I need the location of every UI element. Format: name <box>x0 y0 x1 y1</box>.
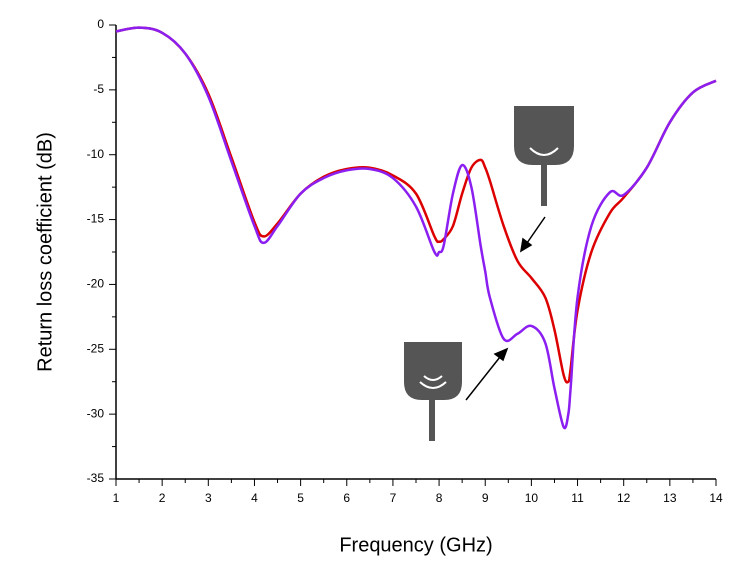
y-tick-label: -5 <box>93 82 104 96</box>
series-line <box>115 26 717 384</box>
y-tick-label: -15 <box>87 212 105 226</box>
x-tick-label: 8 <box>436 491 443 505</box>
x-tick-label: 1 <box>113 491 120 505</box>
x-tick-label: 5 <box>297 491 304 505</box>
y-tick-label: -35 <box>87 471 105 485</box>
x-tick-label: 7 <box>390 491 397 505</box>
x-tick-label: 6 <box>343 491 350 505</box>
y-tick-label: -30 <box>87 406 105 420</box>
x-tick-label: 3 <box>205 491 212 505</box>
y-tick-label: 0 <box>97 17 104 31</box>
antenna-icon <box>514 106 574 206</box>
x-axis-label: Frequency (GHz) <box>339 534 492 556</box>
arrow <box>465 216 546 401</box>
x-tick-label: 11 <box>571 491 584 505</box>
series-line <box>115 26 717 430</box>
x-tick-label: 12 <box>617 491 631 505</box>
x-tick-label: 4 <box>251 491 258 505</box>
x-tick-label: 9 <box>482 491 489 505</box>
y-tick-label: -20 <box>87 277 105 291</box>
antenna-icon <box>404 342 462 441</box>
x-tick-label: 10 <box>525 491 539 505</box>
y-tick-label: -25 <box>87 341 105 355</box>
y-axis-label: Return loss coefficient (dB) <box>34 132 56 372</box>
x-tick-label: 14 <box>709 491 723 505</box>
y-tick-label: -10 <box>87 147 105 161</box>
x-tick-label: 13 <box>663 491 677 505</box>
x-tick-label: 2 <box>159 491 166 505</box>
